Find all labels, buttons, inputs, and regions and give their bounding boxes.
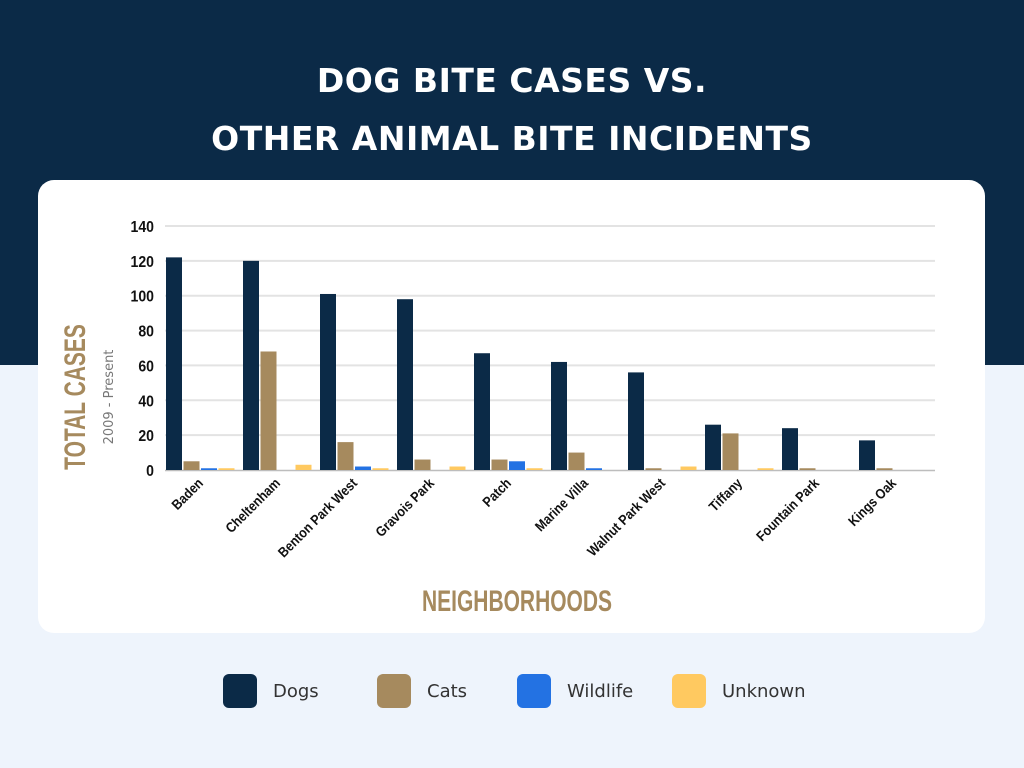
bar-cats (722, 433, 739, 470)
x-tick-label: Patch (479, 475, 514, 510)
legend-swatch-unknown (672, 674, 706, 708)
y-tick-label: 140 (131, 218, 154, 236)
bar-unknown (218, 468, 235, 470)
bar-wildlife (355, 466, 371, 470)
x-tick-label: Kings Oak (845, 475, 900, 530)
y-tick-label: 120 (131, 253, 154, 271)
bar-cats (876, 468, 893, 470)
chart-title: DOG BITE CASES VS. OTHER ANIMAL BITE INC… (0, 52, 1024, 168)
legend: Dogs Cats Wildlife Unknown (0, 673, 1024, 709)
x-tick-label: Fountain Park (753, 475, 823, 545)
bar-cats (491, 459, 508, 470)
bar-cats (337, 442, 354, 470)
bar-cats (799, 468, 816, 470)
legend-label: Wildlife (567, 680, 634, 702)
y-tick-label: 60 (138, 358, 154, 376)
bar-dogs (628, 372, 644, 470)
y-tick-label: 80 (138, 323, 154, 341)
bar-dogs (474, 353, 490, 470)
bar-dogs (397, 299, 413, 470)
x-tick-label: Marine Villa (532, 475, 592, 535)
bar-wildlife (509, 461, 525, 470)
x-axis-title: NEIGHBORHOODS (422, 586, 612, 618)
bar-unknown (372, 468, 389, 470)
bar-dogs (320, 293, 336, 470)
legend-item-cats: Cats (377, 673, 467, 709)
y-axis-title: TOTAL CASES (60, 324, 92, 470)
legend-item-wildlife: Wildlife (517, 673, 633, 709)
bar-unknown (680, 466, 697, 470)
bar-dogs (551, 361, 567, 470)
y-axis-subtitle: 2009 - Present (102, 350, 117, 445)
bar-cats (568, 452, 585, 470)
legend-item-unknown: Unknown (672, 673, 806, 709)
x-tick-label: Gravois Park (372, 475, 437, 540)
bar-dogs (166, 257, 182, 470)
bar-wildlife (201, 468, 217, 470)
y-tick-label: 100 (131, 288, 154, 306)
legend-label: Dogs (273, 680, 319, 702)
bar-cats (414, 459, 431, 470)
y-tick-label: 0 (146, 462, 154, 480)
bar-unknown (449, 466, 466, 470)
title-line-2: OTHER ANIMAL BITE INCIDENTS (211, 119, 813, 158)
bar-cats (645, 468, 662, 470)
legend-swatch-dogs (223, 674, 257, 708)
bar-unknown (295, 464, 312, 470)
x-tick-label: Benton Park West (275, 475, 361, 561)
bar-dogs (705, 424, 721, 470)
legend-label: Cats (427, 680, 468, 702)
y-tick-label: 20 (138, 427, 154, 445)
legend-swatch-cats (377, 674, 411, 708)
bar-wildlife (586, 468, 602, 470)
bar-dogs (782, 428, 798, 470)
title-line-1: DOG BITE CASES VS. (316, 61, 708, 100)
bar-cats (260, 351, 277, 470)
bar-unknown (757, 468, 774, 470)
chart-card (38, 180, 985, 633)
legend-swatch-wildlife (517, 674, 551, 708)
x-tick-label: Tiffany (706, 475, 746, 515)
bar-unknown (526, 468, 543, 470)
bar-dogs (859, 440, 875, 470)
x-tick-label: Cheltenham (222, 475, 283, 536)
legend-item-dogs: Dogs (223, 673, 319, 709)
bar-cats (183, 461, 200, 470)
x-tick-label: Baden (168, 475, 206, 513)
legend-label: Unknown (722, 680, 806, 702)
y-tick-label: 40 (138, 392, 154, 410)
x-tick-label: Walnut Park West (584, 475, 669, 560)
bar-dogs (243, 260, 259, 470)
